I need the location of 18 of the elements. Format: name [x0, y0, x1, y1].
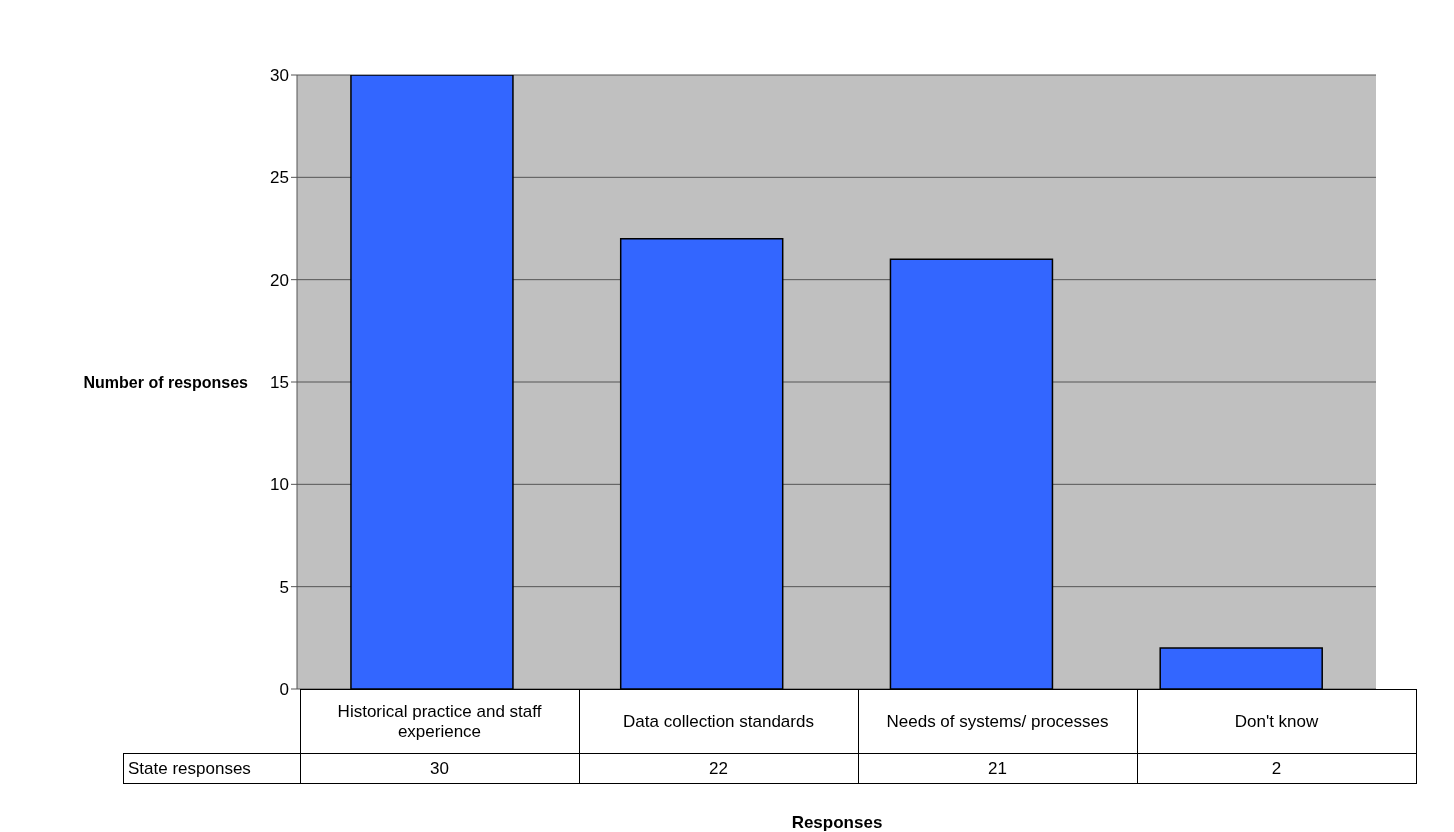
- x-tick-label: Historical practice and staff experience: [300, 689, 579, 754]
- data-label: 22: [579, 753, 858, 784]
- y-tick-label: 20: [270, 270, 289, 290]
- y-tick-label: 0: [279, 680, 289, 700]
- y-tick-label: 5: [279, 577, 289, 597]
- text: State responses: [123, 753, 300, 784]
- y-tick-label: 15: [270, 373, 289, 393]
- x-axis-title: Responses: [790, 813, 884, 832]
- y-axis-title: Number of responses: [82, 374, 248, 392]
- y-tick-label: 10: [270, 475, 289, 495]
- x-tick-label: Data collection standards: [579, 689, 858, 754]
- y-tick-label: 25: [270, 168, 289, 188]
- x-tick-label: Needs of systems/ processes: [858, 689, 1137, 754]
- x-tick-label: Don't know: [1137, 689, 1416, 754]
- data-label: 2: [1137, 753, 1416, 784]
- y-tick-label: 30: [270, 66, 289, 86]
- data-label: 30: [300, 753, 579, 784]
- data-label: 21: [858, 753, 1137, 784]
